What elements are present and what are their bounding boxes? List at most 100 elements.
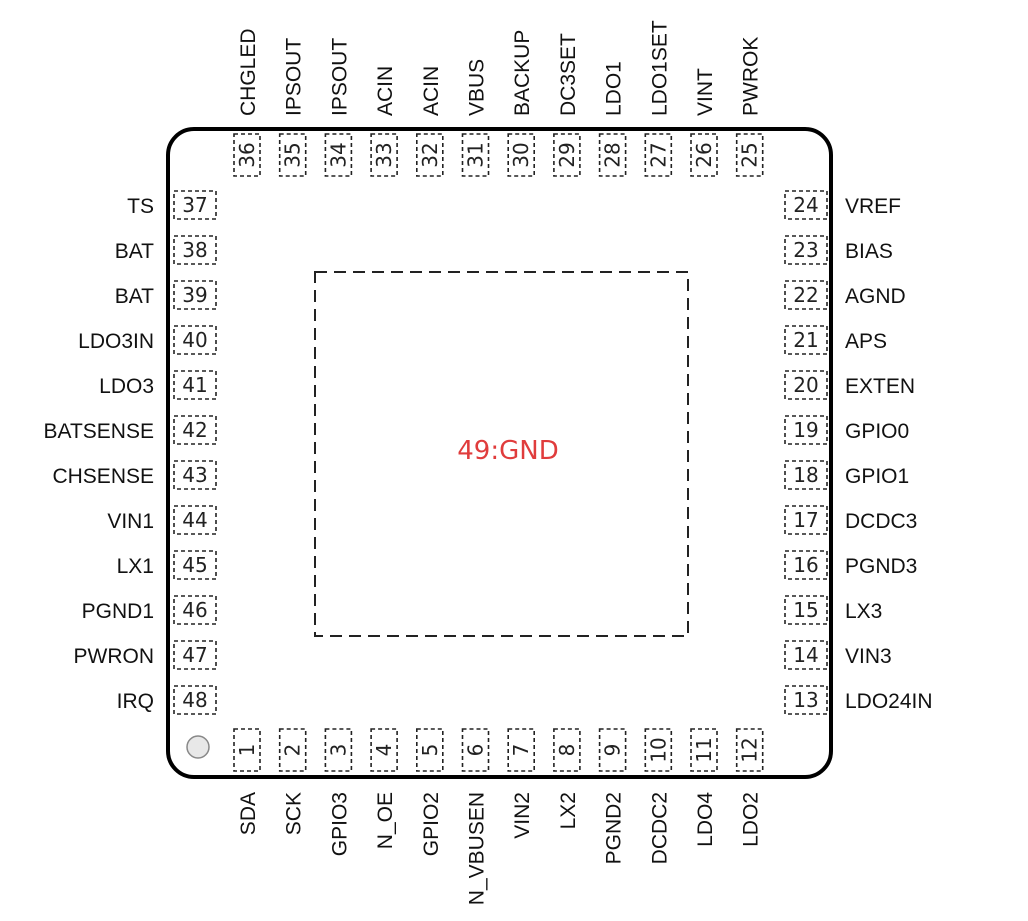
pin-pad: [644, 728, 673, 772]
pin-pad: [278, 728, 307, 772]
pin-name: VREF: [845, 195, 901, 218]
pin-number: 28: [601, 142, 625, 167]
pin-pad: [690, 133, 718, 177]
pin-pad: [784, 685, 828, 715]
pin-2: 2 SCK: [278, 728, 307, 835]
pin-number: 45: [182, 553, 207, 577]
pin-12: 12 LDO2: [735, 728, 764, 847]
pin-number: 35: [281, 142, 305, 167]
pin-number: 5: [418, 744, 442, 757]
pin-14: 14 VIN3: [784, 640, 892, 670]
pin-8: 8 LX2: [553, 728, 581, 829]
pin-pad: [461, 728, 490, 772]
pin-pad: [784, 280, 828, 310]
pin-name: LDO3IN: [78, 330, 154, 353]
pin-number: 20: [793, 373, 818, 397]
pin-15: 15 LX3: [784, 595, 882, 625]
pin-pad: [690, 728, 718, 772]
pin-name: N_VBUSEN: [466, 792, 489, 905]
pin-35: 35 IPSOUT: [278, 38, 307, 177]
pin1-dot: [186, 735, 210, 759]
pin-pad: [324, 728, 353, 772]
pin-pad: [644, 133, 673, 177]
pin-3: 3 GPIO3: [324, 728, 353, 856]
pin-name: VIN1: [107, 510, 154, 533]
pin-16: 16 PGND3: [784, 550, 917, 580]
pin-name: LDO3: [99, 375, 154, 398]
pin-number: 10: [646, 737, 670, 762]
chip-body: [166, 127, 833, 779]
pin-pad: [415, 728, 444, 772]
pin-pad: [173, 280, 217, 310]
pin-10: 10 DCDC2: [644, 728, 673, 864]
pin-pad: [324, 133, 353, 177]
pin-number: 34: [326, 142, 350, 167]
pin-38: 38 BAT: [115, 235, 217, 265]
pin-27: 27 LDO1SET: [644, 20, 673, 177]
pin-pad: [415, 133, 444, 177]
pin-number: 33: [372, 142, 396, 167]
pin-name: IRQ: [117, 690, 154, 713]
pin-pad: [370, 728, 398, 772]
pin-36: 36 CHGLED: [233, 28, 261, 177]
pin-number: 6: [464, 744, 488, 757]
pin-pad: [784, 190, 828, 220]
pin-pad: [173, 325, 217, 355]
pin-name: GPIO3: [328, 792, 351, 856]
pin-30: 30 BACKUP: [507, 30, 536, 177]
pin-31: 31 VBUS: [461, 59, 490, 177]
pin-name: LX2: [557, 792, 580, 829]
pin-5: 5 GPIO2: [415, 728, 444, 856]
pin-name: GPIO2: [420, 792, 443, 856]
pin-name: LDO4: [694, 792, 717, 847]
pin-43: 43 CHSENSE: [52, 460, 217, 490]
pin-number: 47: [182, 643, 207, 667]
pin-number: 13: [793, 688, 818, 712]
pin-pad: [173, 370, 217, 400]
pin-19: 19 GPIO0: [784, 415, 909, 445]
pin-pad: [173, 640, 217, 670]
pin-number: 24: [793, 193, 818, 217]
pin-number: 12: [738, 737, 762, 762]
pins-layer: 37TS38BAT39BAT40LDO3IN41LDO342BATSENSE43…: [44, 20, 933, 905]
pin-pad: [507, 728, 536, 772]
pin-name: EXTEN: [845, 375, 915, 398]
pin-number: 42: [182, 418, 207, 442]
pin-number: 23: [793, 238, 818, 262]
pin-pad: [173, 190, 217, 220]
pin-21: 21 APS: [784, 325, 887, 355]
pin-11: 11 LDO4: [690, 728, 718, 847]
pin-name: TS: [127, 195, 154, 218]
pin-number: 15: [793, 598, 818, 622]
pin-name: VINT: [694, 68, 717, 116]
pin-number: 4: [372, 744, 396, 757]
pin-pad: [461, 133, 490, 177]
pin-25: 25 PWROK: [735, 37, 764, 177]
pin-name: IPSOUT: [328, 38, 351, 116]
pin-17: 17 DCDC3: [784, 505, 917, 535]
pin-45: 45 LX1: [117, 550, 217, 580]
pin-number: 22: [793, 283, 818, 307]
pin-number: 14: [793, 643, 818, 667]
pin-number: 46: [182, 598, 207, 622]
pin-32: 32 ACIN: [415, 66, 444, 177]
pin-pad: [507, 133, 536, 177]
pin-number: 32: [418, 142, 442, 167]
pin-pad: [553, 728, 581, 772]
pin-46: 46 PGND1: [82, 595, 217, 625]
pin-number: 11: [692, 737, 716, 762]
pin-22: 22 AGND: [784, 280, 906, 310]
pin-26: 26 VINT: [690, 68, 718, 177]
pin-pad: [784, 415, 828, 445]
pin-pad: [173, 550, 217, 580]
pin-number: 40: [182, 328, 207, 352]
pin-number: 2: [281, 744, 305, 757]
pin-number: 9: [601, 744, 625, 757]
pin-name: N_OE: [374, 792, 397, 849]
pin-42: 42 BATSENSE: [44, 415, 217, 445]
pin-number: 31: [464, 142, 488, 167]
pin-name: SDA: [237, 792, 260, 835]
pin-name: VIN3: [845, 645, 892, 668]
pin-name: LDO1: [603, 61, 626, 116]
